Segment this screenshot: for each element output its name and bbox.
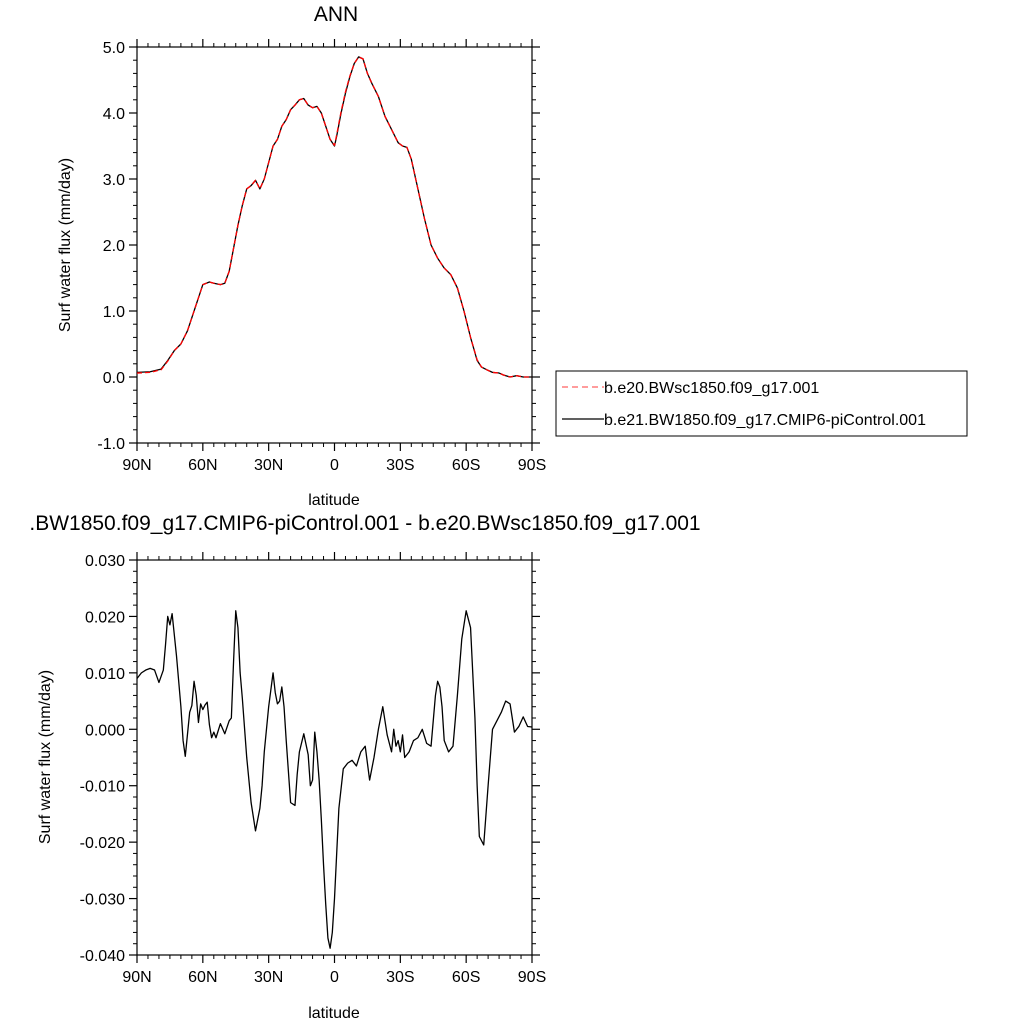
legend-box bbox=[555, 370, 968, 437]
top-x-tick-label: 60N bbox=[188, 457, 217, 474]
top-y-tick-label: 5.0 bbox=[103, 40, 125, 57]
bottom-panel: .BW1850.f09_g17.CMIP6-piControl.001 - b.… bbox=[29, 512, 700, 1022]
top-y-tick-label: 1.0 bbox=[103, 304, 125, 321]
top-panel: ANN Surf water flux (mm/day) latitude 90… bbox=[57, 3, 546, 509]
top-plot-frame bbox=[136, 46, 533, 444]
top-y-tick-label: 3.0 bbox=[103, 172, 125, 189]
top-x-tick-label: 30N bbox=[254, 457, 283, 474]
bottom-y-tick-label: 0.020 bbox=[85, 609, 125, 626]
bottom-x-tick-label: 30N bbox=[254, 969, 283, 986]
top-x-tick-label: 90N bbox=[122, 457, 151, 474]
top-y-axis-label: Surf water flux (mm/day) bbox=[57, 158, 74, 332]
bottom-y-axis-label: Surf water flux (mm/day) bbox=[37, 670, 54, 844]
top-y-tick-label: 4.0 bbox=[103, 106, 125, 123]
top-series-line-1 bbox=[136, 56, 532, 378]
top-x-tick-label: 90S bbox=[518, 457, 546, 474]
top-x-tick-label: 60S bbox=[452, 457, 480, 474]
bottom-x-tick-label: 0 bbox=[330, 969, 339, 986]
top-series-line-0 bbox=[136, 56, 532, 378]
legend-label-baseline-run: b.e20.BWsc1850.f09_g17.001 bbox=[604, 380, 819, 397]
bottom-x-tick-label: 90S bbox=[518, 969, 546, 986]
bottom-y-tick-label: -0.040 bbox=[80, 948, 125, 965]
legend: b.e20.BWsc1850.f09_g17.001 b.e21.BW1850.… bbox=[555, 370, 968, 437]
bottom-y-tick-label: -0.020 bbox=[80, 835, 125, 852]
top-plot-area: 90N 60N 30N 0 30S 60S 90S 5.0 4.0 3.0 2.0 1.0 0.0 -1.… bbox=[97, 39, 546, 474]
bottom-y-tick-label: -0.010 bbox=[80, 779, 125, 796]
top-y-tick-label: -1.0 bbox=[97, 436, 125, 453]
top-x-axis-label: latitude bbox=[308, 492, 360, 509]
bottom-x-axis-label: latitude bbox=[308, 1005, 360, 1022]
bottom-y-tick-label: 0.000 bbox=[85, 722, 125, 739]
bottom-chart-title: .BW1850.f09_g17.CMIP6-piControl.001 - b.… bbox=[29, 512, 700, 535]
bottom-plot-area: 90N 60N 30N 0 30S 60S 90S 0.030 0.020 0.010 0.000 -… bbox=[80, 552, 546, 986]
bottom-series-line-0 bbox=[136, 610, 533, 949]
top-y-tick-label: 0.0 bbox=[103, 370, 125, 387]
bottom-y-tick-label: -0.030 bbox=[80, 892, 125, 909]
bottom-x-tick-label: 30S bbox=[386, 969, 414, 986]
top-y-tick-label: 2.0 bbox=[103, 238, 125, 255]
bottom-x-tick-label: 60N bbox=[188, 969, 217, 986]
top-chart-title: ANN bbox=[314, 3, 358, 26]
bottom-y-tick-label: 0.010 bbox=[85, 666, 125, 683]
top-x-tick-label: 30S bbox=[386, 457, 414, 474]
bottom-y-tick-label: 0.030 bbox=[85, 553, 125, 570]
bottom-x-tick-label: 90N bbox=[122, 969, 151, 986]
legend-label-picontrol-run: b.e21.BW1850.f09_g17.CMIP6-piControl.001 bbox=[604, 412, 926, 429]
bottom-x-tick-label: 60S bbox=[452, 969, 480, 986]
top-x-tick-label: 0 bbox=[330, 457, 339, 474]
